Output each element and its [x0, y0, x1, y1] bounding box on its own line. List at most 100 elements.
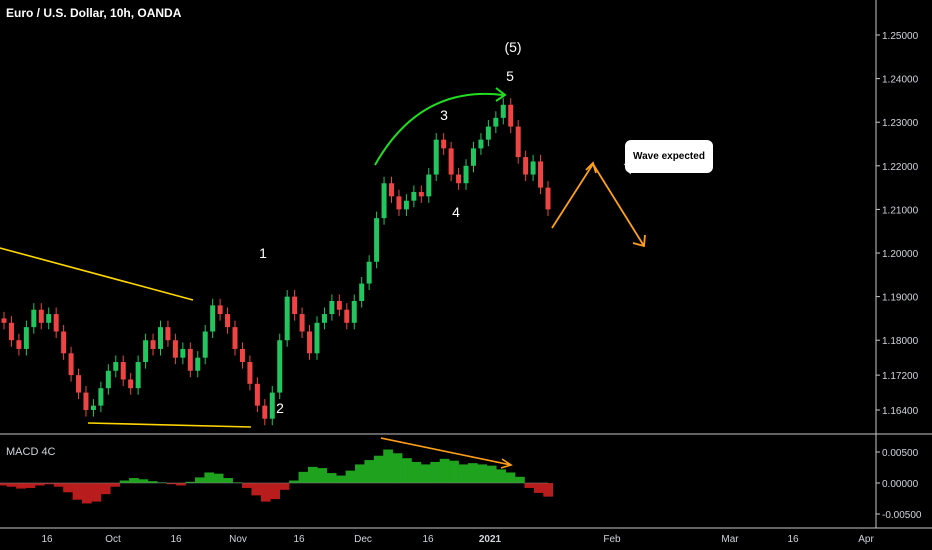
macd-bar: [138, 479, 149, 483]
macd-tick-label: 0.00000: [882, 479, 919, 490]
macd-divergence-line: [380, 437, 512, 466]
macd-bar: [25, 483, 36, 488]
macd-bar: [129, 478, 139, 483]
candle-body: [538, 161, 544, 188]
macd-bar: [72, 483, 83, 500]
price-tick-label: 1.21000: [882, 205, 919, 216]
macd-bar: [0, 483, 8, 486]
macd-bar: [63, 483, 73, 493]
candle-body: [187, 348, 193, 371]
candle-body: [374, 218, 380, 262]
time-tick-label: 16: [41, 534, 53, 545]
macd-bar: [477, 464, 488, 483]
candle-body: [441, 139, 447, 149]
lower-trendline: [87, 422, 252, 428]
macd-bar: [496, 469, 506, 483]
macd-bar: [307, 466, 318, 483]
price-tick-label: 1.20000: [882, 249, 919, 260]
time-tick-label: Apr: [858, 534, 874, 545]
price-tick-label: 1.16400: [882, 406, 919, 417]
macd-bar: [194, 477, 205, 483]
macd-bar: [242, 483, 252, 488]
macd-bar: [100, 483, 111, 495]
macd-title: MACD 4C: [6, 446, 56, 458]
candle-body: [329, 300, 335, 315]
wave-arc: [374, 92, 504, 166]
candle-body: [23, 327, 29, 349]
macd-bar: [147, 481, 158, 483]
macd-bar: [289, 480, 299, 483]
macd-bar: [279, 483, 290, 490]
macd-bar: [364, 460, 375, 483]
macd-bar: [383, 449, 393, 483]
macd-bar: [185, 481, 196, 483]
price-tick-label: 1.24000: [882, 75, 919, 86]
macd-bar: [392, 453, 403, 483]
macd-bar: [270, 483, 281, 500]
macd-bar: [355, 464, 365, 483]
candle-body: [98, 388, 104, 406]
macd-bar: [420, 464, 431, 483]
candle-body: [128, 379, 134, 389]
macd-tick-label: 0.00500: [882, 448, 919, 459]
candle-body: [135, 362, 141, 389]
macd-bar: [53, 483, 64, 487]
candle-body: [418, 191, 424, 197]
macd-bar: [82, 483, 92, 504]
candle-body: [150, 340, 156, 349]
candle-body: [239, 348, 245, 363]
candle-body: [172, 340, 178, 358]
macd-tick-label: -0.00500: [882, 510, 922, 521]
macd-bar: [411, 461, 422, 483]
candle-body: [195, 357, 201, 371]
price-tick-label: 1.25000: [882, 31, 919, 42]
candle-body: [16, 340, 22, 349]
macd-bar: [524, 483, 535, 488]
macd-bar: [232, 482, 243, 483]
candle-body: [61, 331, 67, 354]
projection-arrowhead-up: [585, 161, 597, 174]
candle-body: [530, 161, 536, 175]
macd-bar: [110, 483, 120, 487]
wave-expected-callout: Wave expected: [625, 140, 713, 173]
macd-bar: [91, 483, 102, 502]
chart-title: Euro / U.S. Dollar, 10h, OANDA: [6, 6, 182, 20]
candle-body: [120, 362, 126, 380]
macd-bar: [119, 480, 130, 483]
candle-body: [225, 314, 231, 328]
wave-label: 5: [506, 68, 514, 84]
candle-body: [217, 305, 223, 315]
candle-body: [500, 104, 506, 118]
macd-bar: [213, 473, 224, 483]
candle-body: [448, 148, 454, 175]
candle-body: [292, 296, 298, 315]
time-tick-label: 16: [422, 534, 434, 545]
candle-body: [284, 296, 290, 341]
macd-bar: [336, 475, 346, 483]
candle-body: [389, 183, 395, 197]
candle-body: [478, 139, 484, 149]
macd-bar: [543, 483, 554, 497]
macd-bar: [176, 483, 186, 486]
macd-bar: [515, 476, 525, 483]
wave-label: 2: [276, 400, 284, 416]
macd-bar: [505, 472, 516, 483]
candle-body: [508, 104, 514, 127]
macd-bar: [223, 478, 233, 483]
candle-body: [46, 314, 52, 323]
candle-body: [90, 405, 96, 410]
macd-bar: [204, 472, 215, 483]
macd-bar: [317, 468, 328, 483]
candle-body: [269, 392, 275, 419]
candle-body: [344, 309, 350, 323]
macd-bar: [449, 460, 459, 483]
candle-body: [523, 157, 529, 175]
price-tick-label: 1.23000: [882, 118, 919, 129]
candle-body: [165, 327, 171, 341]
macd-bar: [458, 464, 469, 483]
time-tick-label: Oct: [105, 534, 121, 545]
macd-bar: [533, 483, 544, 493]
macd-bar: [34, 483, 45, 486]
candle-body: [545, 187, 551, 210]
